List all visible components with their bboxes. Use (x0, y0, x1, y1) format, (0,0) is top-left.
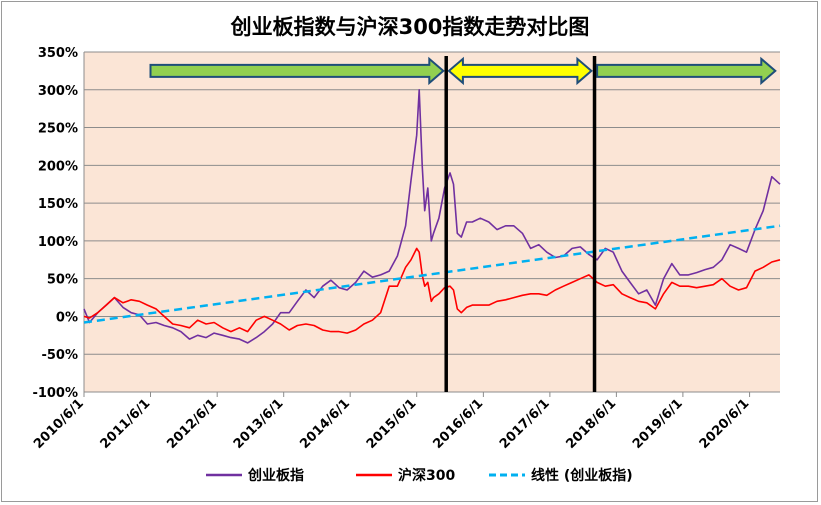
x-tick-label: 2010/6/1 (31, 396, 87, 452)
double-arrow (447, 56, 593, 86)
chart-title: 创业板指数与沪深300指数走势对比图 (230, 15, 590, 39)
x-tick-label: 2011/6/1 (98, 396, 154, 452)
right-arrow (596, 56, 777, 86)
y-tick-label: 0% (56, 310, 78, 325)
y-tick-label: 200% (38, 159, 78, 174)
x-tick-label: 2016/6/1 (431, 396, 487, 452)
x-tick-label: 2014/6/1 (297, 396, 353, 452)
y-tick-label: 300% (38, 84, 78, 99)
y-tick-label: 50% (47, 273, 78, 288)
y-tick-label: 150% (38, 197, 78, 212)
legend-label: 创业板指 (247, 467, 304, 484)
x-tick-label: 2012/6/1 (164, 396, 220, 452)
right-arrow (149, 56, 445, 86)
x-tick-label: 2020/6/1 (697, 396, 753, 452)
x-tick-label: 2017/6/1 (497, 396, 553, 452)
x-tick-label: 2015/6/1 (364, 396, 420, 452)
x-tick-label: 2013/6/1 (231, 396, 287, 452)
y-tick-label: 350% (38, 46, 78, 61)
y-tick-label: -100% (32, 386, 78, 401)
y-axis-ticks: -100% -50% 0% 50% 100% 150% 200% 250% 300% 350% (32, 46, 78, 401)
annotation-layer (149, 56, 777, 392)
legend-label: 线性 (创业板指) (531, 467, 633, 484)
series-layer (83, 89, 781, 344)
legend: 创业板指 沪深300 线性 (创业板指) (206, 467, 633, 484)
legend-label: 沪深300 (398, 467, 455, 484)
trendline (83, 224, 781, 324)
y-tick-label: 100% (38, 235, 78, 250)
x-tick-label: 2018/6/1 (564, 396, 620, 452)
series-line-1 (83, 89, 781, 344)
y-tick-label: -50% (41, 348, 78, 363)
x-tick-label: 2019/6/1 (630, 396, 686, 452)
y-tick-label: 250% (38, 122, 78, 137)
plot-area (84, 52, 780, 392)
series-line-2 (83, 247, 781, 334)
